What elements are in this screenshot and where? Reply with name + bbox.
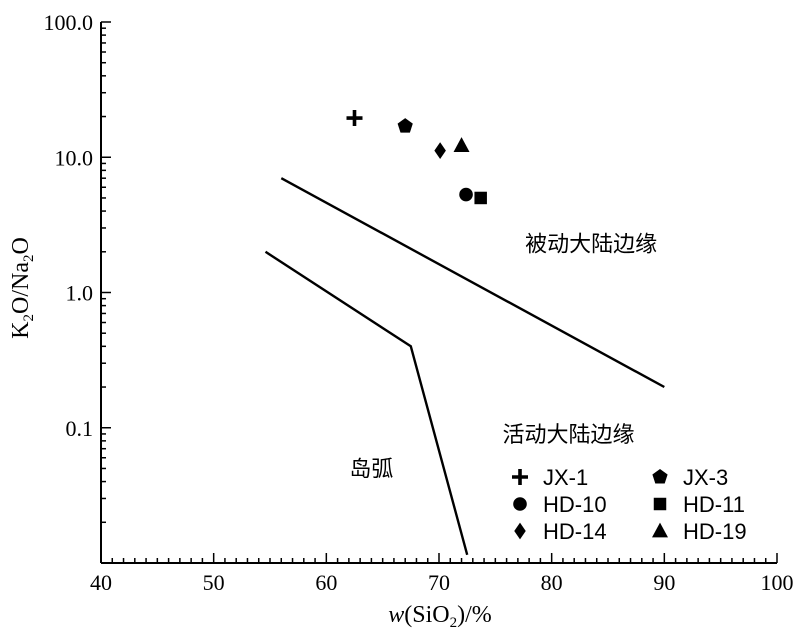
boundary-lines: [264, 177, 665, 556]
data-point-jx-3: [397, 118, 413, 133]
legend-marker-hd-14: [514, 522, 526, 540]
region-label: 岛弧: [349, 457, 393, 482]
legend-marker-hd-11: [653, 497, 667, 511]
data-points: [346, 110, 487, 205]
x-tick-label: 50: [203, 570, 225, 595]
x-axis-title-suffix: )/%: [457, 602, 492, 628]
y-axis-title-na-subscript: 2: [21, 255, 37, 263]
x-tick-label: 60: [315, 570, 337, 595]
y-tick-label: 100.0: [44, 10, 94, 35]
legend-label: JX-1: [543, 465, 588, 490]
legend-marker-jx-3: [652, 469, 668, 484]
data-point-hd-10: [459, 187, 473, 202]
legend-label: HD-19: [683, 519, 747, 544]
legend-label: HD-14: [543, 519, 607, 544]
legend-label: HD-10: [543, 492, 607, 517]
y-tick-label: 10.0: [55, 145, 94, 170]
x-tick-label: 100: [761, 570, 794, 595]
legend-label: HD-11: [683, 492, 745, 517]
legend-label: JX-3: [683, 465, 728, 490]
y-tick-label: 0.1: [66, 416, 94, 441]
x-axis-title: w(SiO2)/%: [388, 602, 492, 631]
legend-marker-hd-19: [652, 522, 668, 538]
arc-active-boundary: [264, 250, 469, 556]
data-point-hd-14: [434, 142, 446, 159]
legend-marker-jx-1: [512, 469, 528, 485]
y-axis-title-k: K: [8, 321, 34, 339]
x-axis-title-subscript: 2: [450, 615, 458, 631]
region-label: 活动大陆边缘: [503, 423, 635, 448]
x-axis-title-main: (SiO: [404, 602, 449, 628]
legend-marker-hd-10: [513, 497, 527, 511]
region-label: 被动大陆边缘: [525, 233, 657, 258]
active-passive-boundary: [280, 177, 665, 389]
y-axis-title-k-subscript: 2: [21, 314, 37, 322]
y-axis-title-mid: O/Na: [8, 262, 34, 314]
x-tick-label: 80: [541, 570, 563, 595]
x-tick-label: 40: [90, 570, 112, 595]
data-point-jx-1: [346, 110, 363, 127]
y-axis-title: K2O/Na2O: [8, 237, 37, 339]
y-tick-label: 1.0: [66, 281, 94, 306]
legend: JX-1 JX-3 HD-10 HD-11 HD-14 HD-19: [512, 465, 747, 544]
data-point-hd-19: [453, 137, 470, 152]
axes: 40 50 60 70 80 90 100 0.1 1.0 10.0 100.0: [44, 10, 794, 595]
x-tick-label: 90: [653, 570, 675, 595]
y-axis-title-end: O: [8, 237, 34, 254]
x-tick-label: 70: [428, 570, 450, 595]
data-point-hd-11: [474, 191, 487, 205]
x-axis-title-prefix: w: [388, 602, 404, 628]
